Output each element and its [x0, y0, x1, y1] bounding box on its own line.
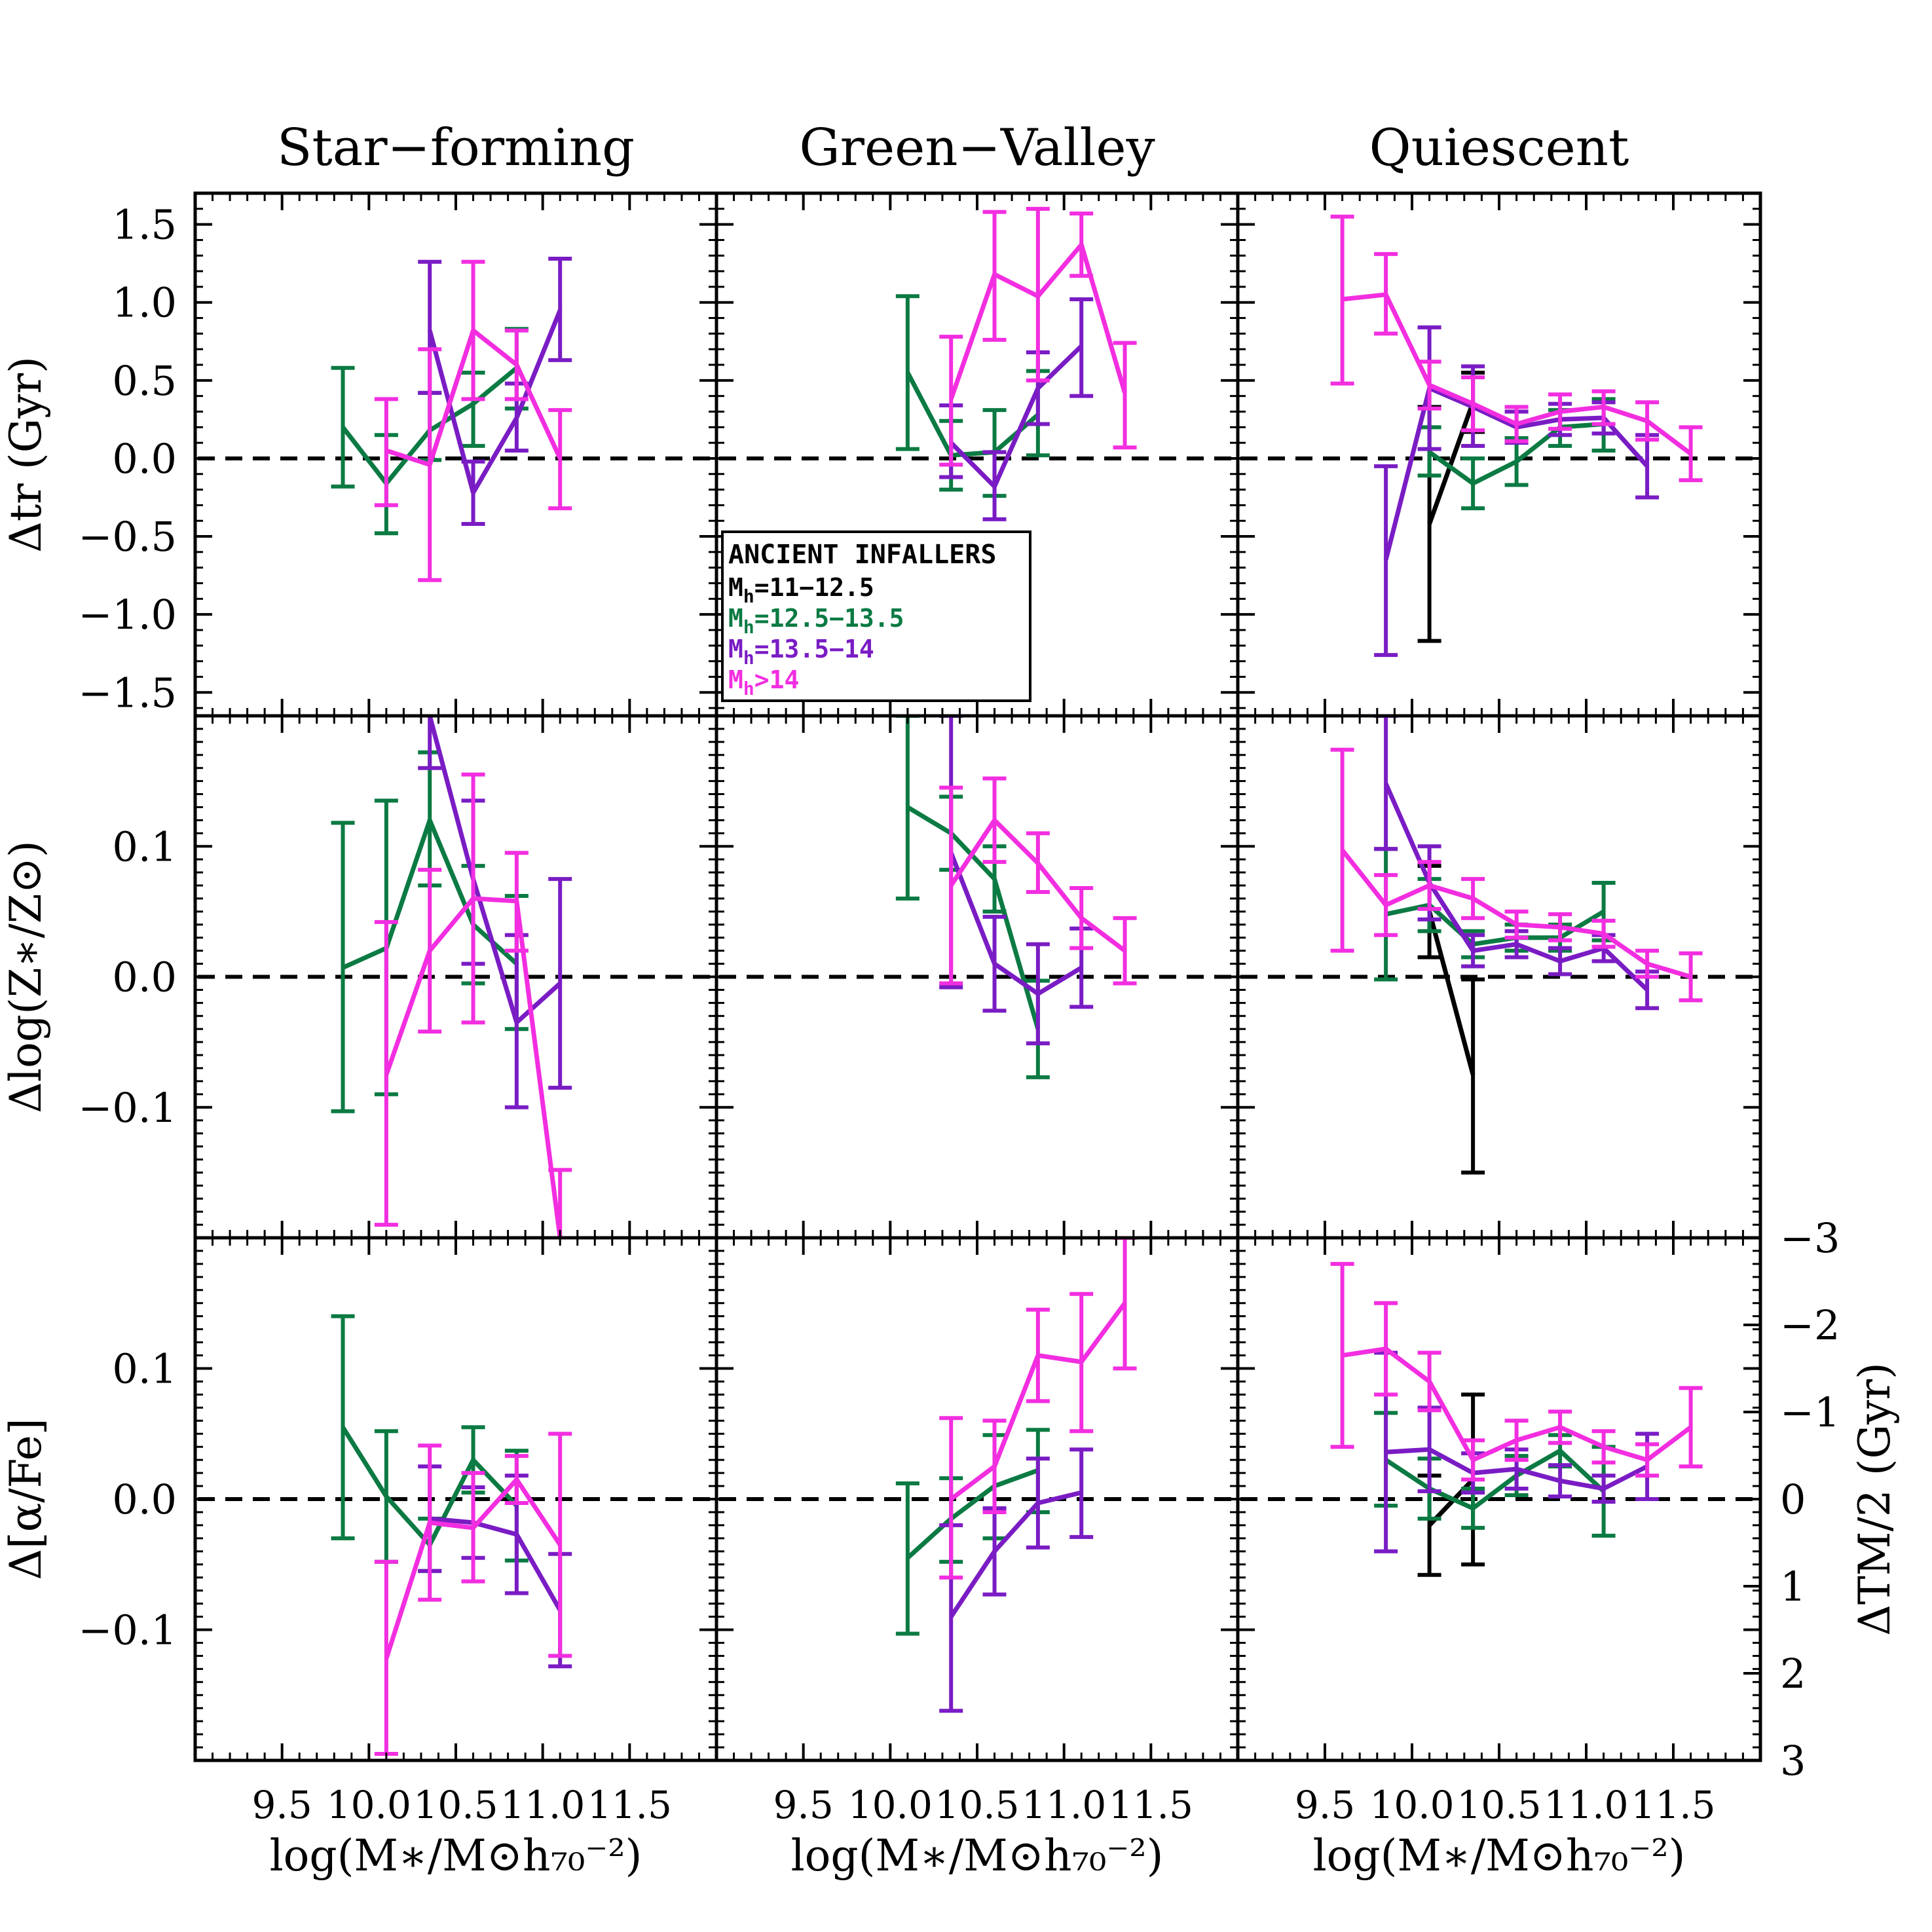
x-tick-label: 11.0 — [1022, 1783, 1106, 1827]
x-tick-label: 10.5 — [413, 1783, 498, 1827]
legend-box — [721, 530, 1031, 702]
x-tick-label: 9.5 — [252, 1783, 312, 1827]
x-tick-label: 9.5 — [773, 1783, 834, 1827]
x-tick-label: 11.0 — [1544, 1783, 1628, 1827]
y-tick-label: 0.0 — [112, 954, 177, 1001]
series-line-pink — [384, 1477, 563, 1660]
series-line-purple — [949, 344, 1083, 489]
series-line-green — [1384, 1448, 1605, 1511]
x-axis-label-2: log(M∗/M⊙h₇₀⁻²) — [1313, 1830, 1686, 1881]
series-line-purple — [1385, 1447, 1648, 1491]
right-axis-label: ΔTM/2 (Gyr) — [1849, 1362, 1900, 1636]
panel-0-0 — [331, 257, 572, 582]
panel-1-0 — [331, 716, 572, 1238]
y-tick-label: 0.0 — [112, 1476, 177, 1523]
series-line-purple — [429, 1516, 563, 1612]
legend-entry-pink: Mh>14 — [728, 665, 799, 699]
y-axis-label-1: Δlog(Z∗/Z⊙) — [1, 840, 51, 1113]
y-tick-label: −0.1 — [78, 1084, 177, 1132]
y-tick-label: −0.5 — [78, 513, 177, 561]
y-tick-label: −1.0 — [78, 591, 177, 639]
right-tick-label: −3 — [1780, 1214, 1840, 1262]
y-tick-label: 1.5 — [112, 201, 177, 249]
right-tick-label: 2 — [1780, 1650, 1806, 1698]
y-axis-label-0: Δtr (Gyr) — [1, 356, 51, 553]
x-tick-label: 10.5 — [1457, 1783, 1541, 1827]
series-line-pink — [949, 817, 1126, 953]
column-title-2: Quiescent — [1369, 119, 1629, 177]
series-line-green — [342, 817, 519, 970]
panel-frame — [193, 191, 718, 718]
x-axis-label-0: log(M∗/M⊙h₇₀⁻²) — [270, 1830, 642, 1881]
series-line-green — [1428, 422, 1604, 486]
series-line-pink — [1340, 849, 1692, 979]
legend-entry-purple: Mh=13.5−14 — [728, 635, 874, 669]
series-line-green — [906, 1468, 1039, 1560]
panel-0-2 — [1330, 214, 1703, 658]
series-line-green — [906, 805, 1041, 1030]
y-tick-label: −1.5 — [78, 669, 177, 716]
y-tick-label: −0.1 — [78, 1607, 177, 1654]
legend: ANCIENT INFALLERSMh=11−12.5Mh=12.5−13.5M… — [721, 530, 1031, 702]
series-line-pink — [1342, 1347, 1692, 1462]
series-line-black — [1427, 401, 1476, 525]
x-tick-label: 11.0 — [500, 1783, 585, 1827]
series-line-black — [1427, 910, 1476, 1075]
legend-entry-black: Mh=11−12.5 — [728, 573, 874, 607]
right-tick-label: 3 — [1780, 1737, 1806, 1785]
series-line-pink — [384, 896, 563, 1238]
panel-0-1 — [895, 206, 1137, 521]
x-tick-label: 11.5 — [587, 1783, 672, 1827]
series-line-pink — [1342, 292, 1692, 456]
panel-frame — [1236, 191, 1762, 718]
y-axis-label-2: Δ[α/Fe] — [1, 1418, 51, 1580]
y-tick-label: 0.0 — [112, 435, 177, 483]
right-tick-label: −1 — [1780, 1388, 1840, 1436]
legend-entry-green: Mh=12.5−13.5 — [728, 604, 904, 638]
x-tick-label: 10.0 — [848, 1783, 933, 1827]
legend-title: ANCIENT INFALLERS — [728, 540, 996, 570]
y-tick-label: 0.5 — [112, 357, 177, 405]
x-tick-label: 10.5 — [935, 1783, 1019, 1827]
x-tick-label: 11.5 — [1109, 1783, 1193, 1827]
y-tick-label: 0.1 — [112, 823, 177, 870]
series-line-purple — [948, 851, 1083, 996]
series-line-pink — [385, 328, 563, 467]
panel-2-0 — [331, 1314, 572, 1756]
y-tick-label: 0.1 — [112, 1345, 177, 1393]
x-tick-label: 10.0 — [1369, 1783, 1454, 1827]
series-line-green — [905, 371, 1040, 458]
panel-2-1 — [895, 1238, 1137, 1713]
right-tick-label: 0 — [1780, 1476, 1806, 1523]
panel-1-1 — [895, 716, 1137, 1079]
x-tick-label: 11.5 — [1631, 1783, 1715, 1827]
series-line-green — [1385, 902, 1605, 947]
right-tick-label: −2 — [1780, 1301, 1840, 1349]
panel-2-2 — [1330, 1261, 1703, 1577]
series-line-pink — [948, 242, 1127, 400]
series-line-purple — [427, 309, 563, 495]
column-title-0: Star−forming — [277, 119, 635, 177]
x-axis-label-1: log(M∗/M⊙h₇₀⁻²) — [791, 1830, 1164, 1881]
column-title-1: Green−Valley — [799, 119, 1155, 177]
x-tick-label: 10.0 — [327, 1783, 411, 1827]
series-line-purple — [427, 716, 562, 1025]
series-line-purple — [949, 1490, 1083, 1618]
panel-1-2 — [1330, 716, 1703, 1175]
series-line-pink — [950, 1301, 1127, 1501]
right-tick-label: 1 — [1780, 1563, 1806, 1610]
x-tick-label: 9.5 — [1295, 1783, 1355, 1827]
y-tick-label: 1.0 — [112, 279, 177, 327]
